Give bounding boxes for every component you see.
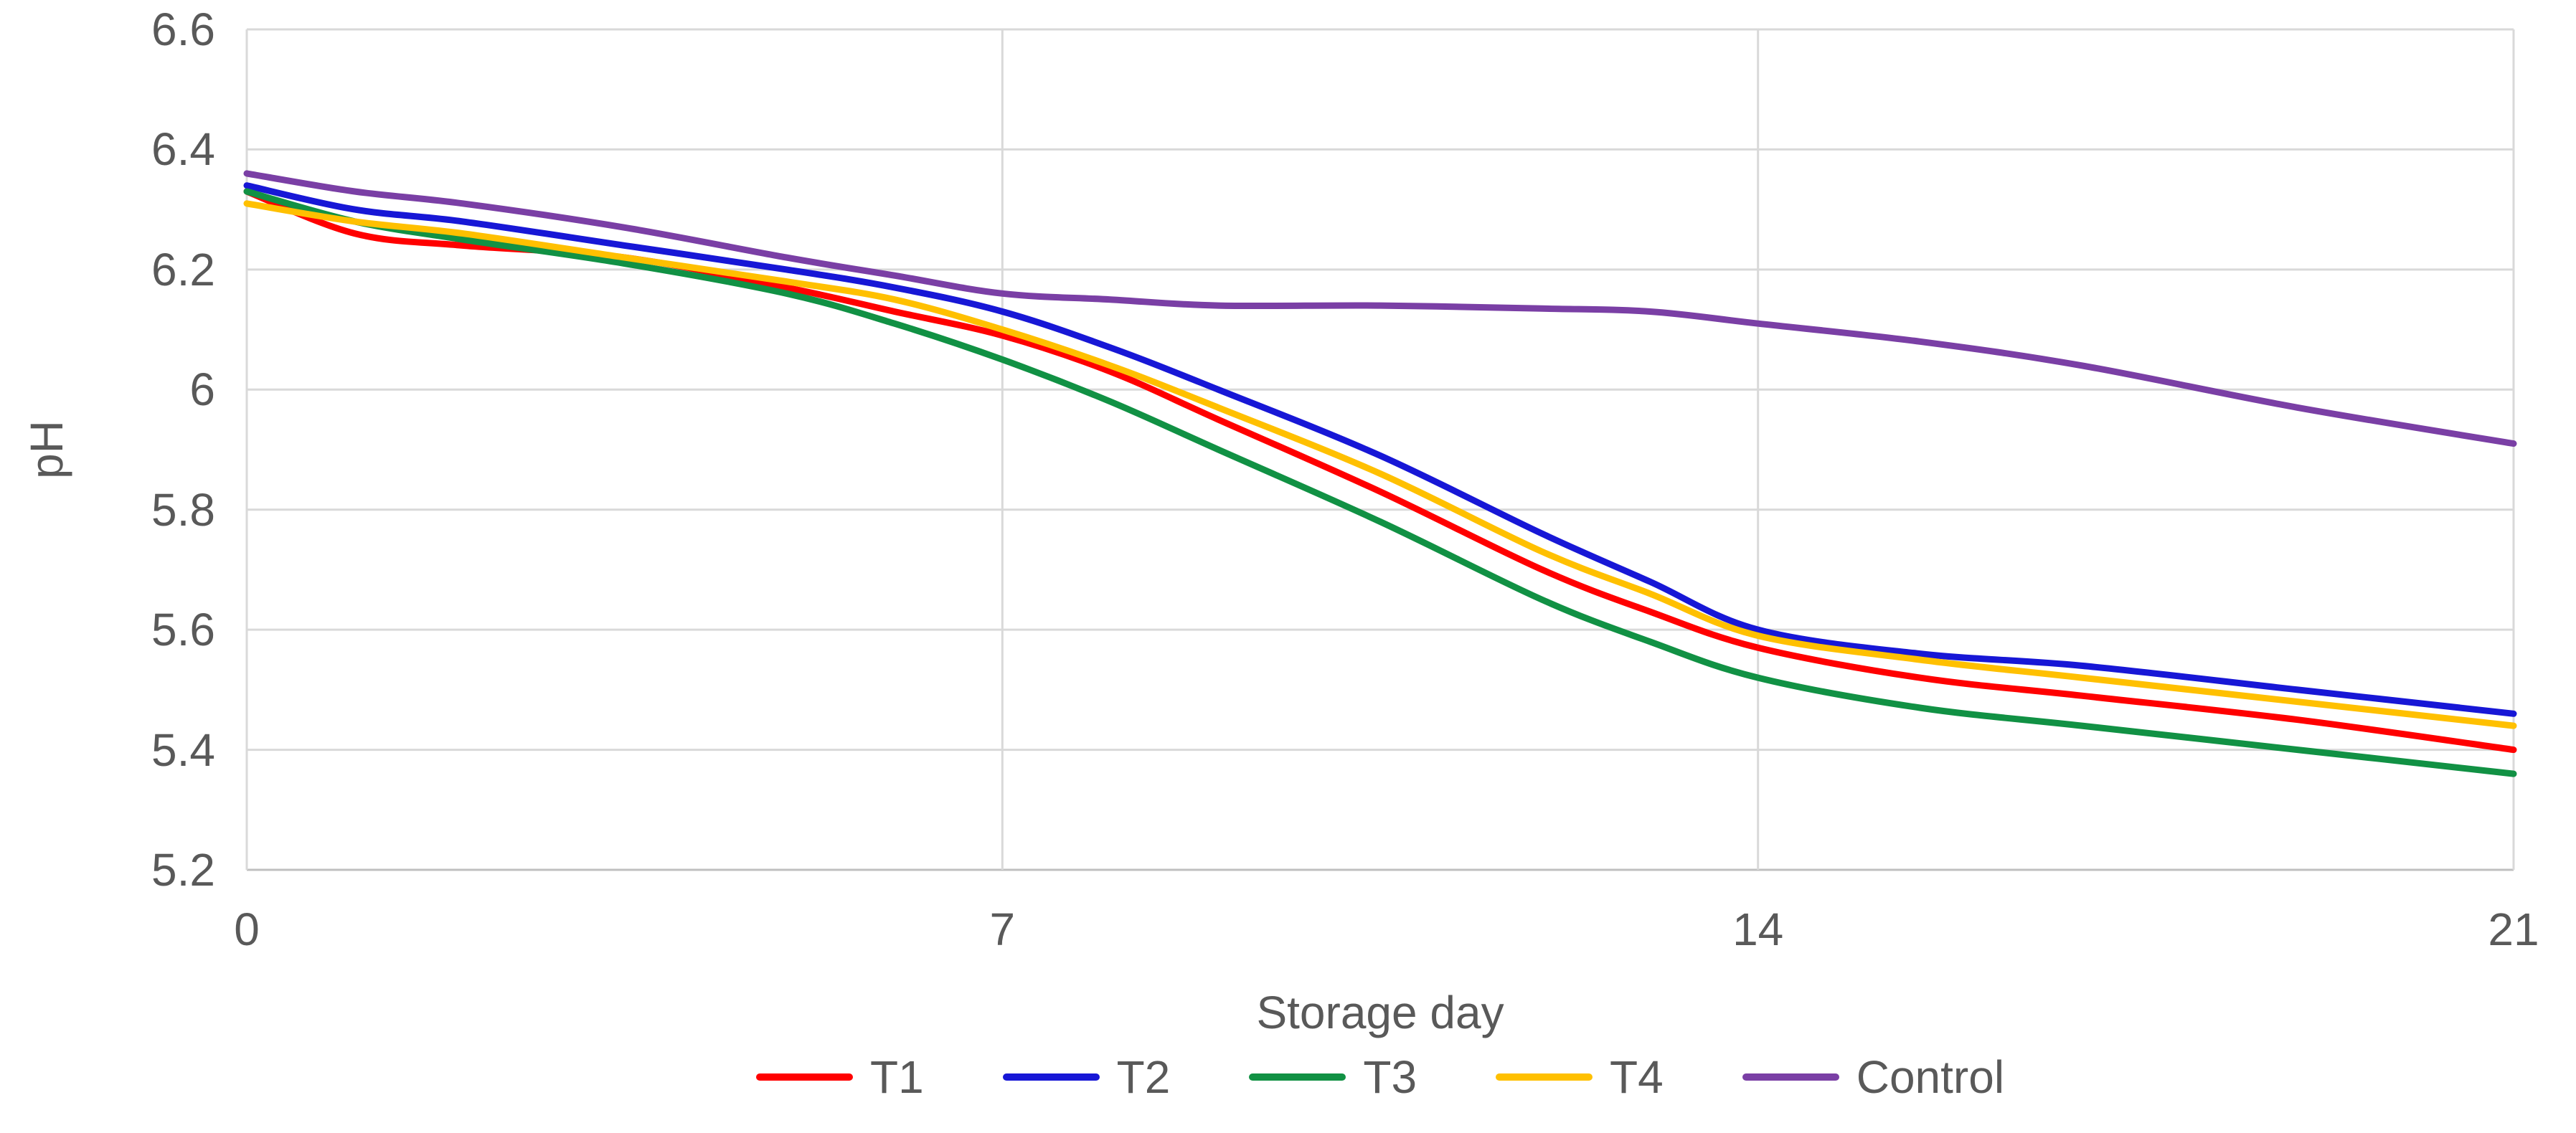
y-tick-label: 6.6 [151,4,215,55]
y-tick-label: 5.2 [151,844,215,896]
series-line-t4 [243,200,2517,729]
y-tick-label: 6.2 [151,243,215,295]
legend-item-control: Control [1742,1048,2004,1106]
series-line-control [243,170,2517,447]
series-line-t3 [243,188,2517,777]
legend-item-t3: T3 [1249,1048,1417,1106]
legend-label: T1 [869,1051,924,1103]
y-tick-label: 6.4 [151,123,215,176]
y-axis-title: pH [21,420,72,479]
legend-item-t2: T2 [1002,1048,1171,1106]
legend-swatch-t3 [1249,1073,1346,1081]
y-tick-label: 6 [189,364,215,416]
y-tick-label: 5.6 [151,604,215,656]
x-tick-label: 21 [2488,904,2539,955]
y-tick-label: 5.8 [151,483,215,536]
legend-item-t4: T4 [1496,1048,1664,1106]
legend-label: T2 [1116,1051,1171,1103]
legend: T1 T2 T3 T4 Control [247,1041,2514,1113]
legend-label: T4 [1610,1051,1664,1103]
legend-item-t1: T1 [755,1048,924,1106]
y-tick-label: 5.4 [151,724,215,776]
x-axis-title: Storage day [1256,987,1504,1038]
legend-swatch-t1 [755,1073,853,1081]
legend-label: T3 [1363,1051,1417,1103]
legend-swatch-t2 [1002,1073,1100,1081]
legend-swatch-control [1742,1073,1839,1081]
legend-swatch-t4 [1496,1073,1593,1081]
legend-label: Control [1856,1051,2005,1103]
x-tick-label: 14 [1732,904,1784,955]
x-tick-label: 7 [989,904,1016,955]
series-line-t2 [243,182,2517,717]
x-tick-label: 0 [234,904,260,955]
